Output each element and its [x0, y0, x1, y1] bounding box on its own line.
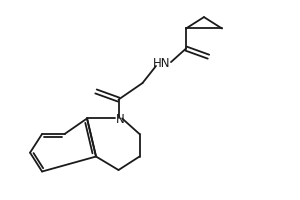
Text: HN: HN: [153, 57, 171, 70]
Text: N: N: [116, 113, 124, 126]
